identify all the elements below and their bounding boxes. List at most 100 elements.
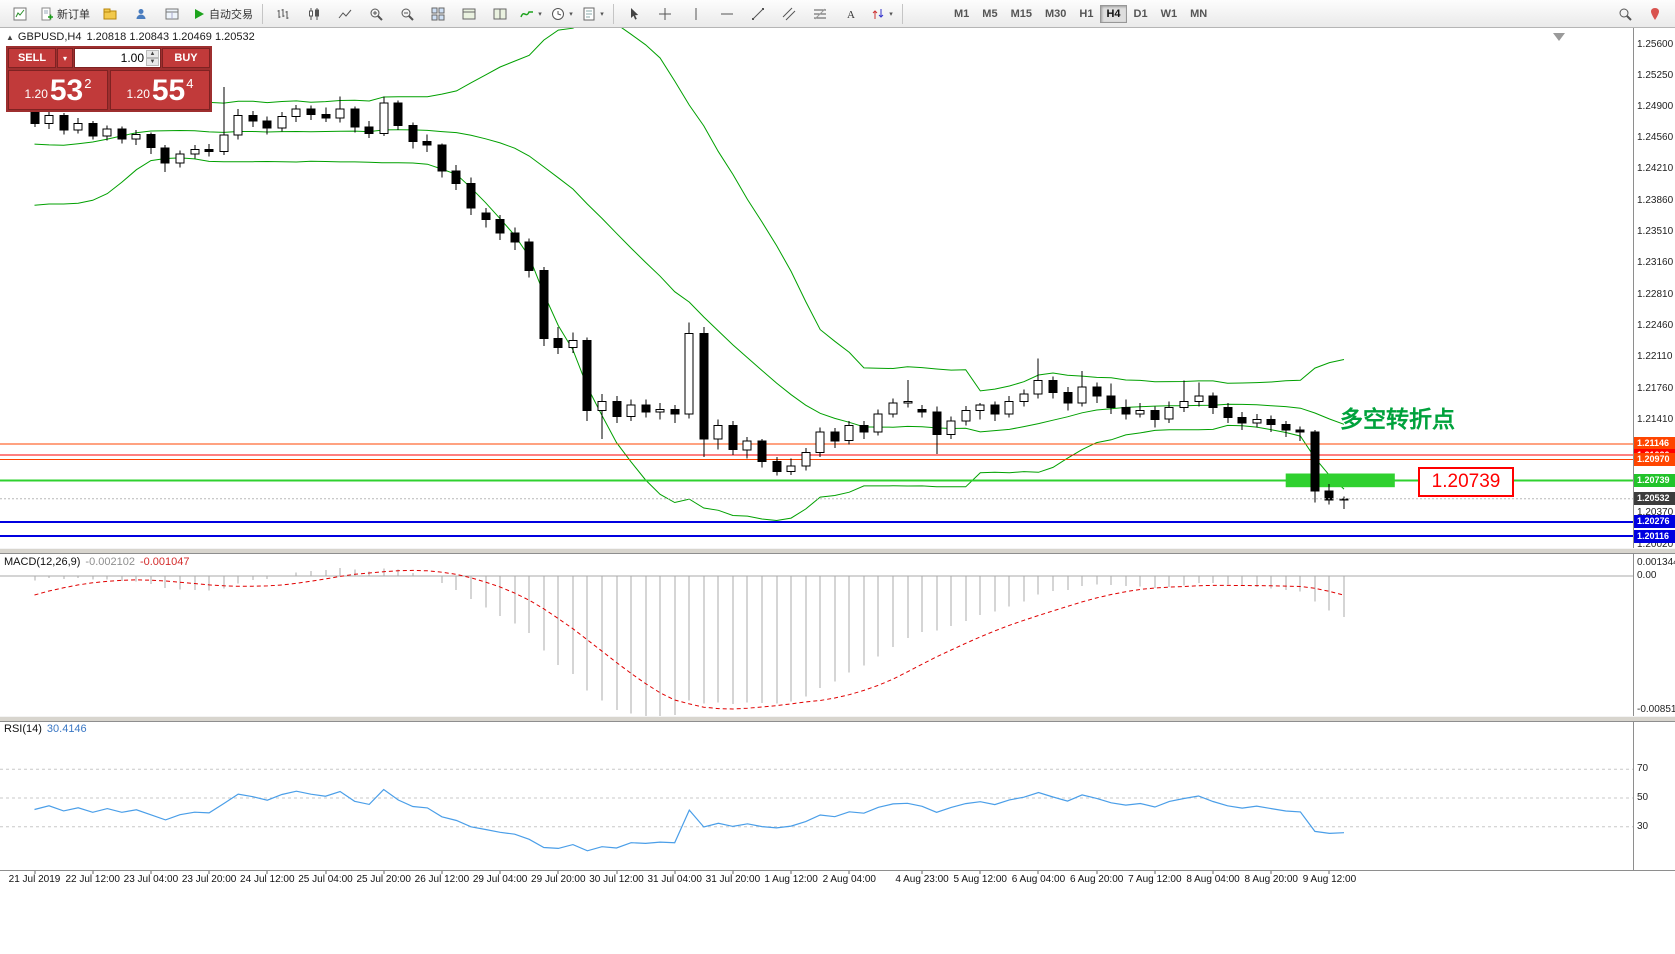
toolbar-separator: [262, 3, 263, 24]
editor-icon: [103, 7, 117, 21]
auto-scroll-button[interactable]: [454, 2, 484, 26]
zoom-in-icon: [369, 7, 383, 21]
line-chart-button[interactable]: [330, 2, 360, 26]
trendline-button[interactable]: [743, 2, 773, 26]
rsi-panel-separator[interactable]: [0, 716, 1675, 722]
chart-ohlc-values: 1.20818 1.20843 1.20469 1.20532: [86, 31, 255, 43]
highlight-rectangle[interactable]: [1285, 473, 1395, 488]
sell-button[interactable]: SELL: [8, 48, 56, 68]
vertical-line-button[interactable]: [681, 2, 711, 26]
price-axis-label: 1.22810: [1637, 288, 1674, 300]
buy-price-button[interactable]: 1.20 55 4: [110, 70, 210, 110]
line-icon: [338, 7, 352, 21]
price-callout-box[interactable]: 1.20739: [1418, 467, 1514, 497]
time-axis-label: 29 Jul 04:00: [472, 874, 528, 885]
price-tag: 1.20739: [1634, 473, 1675, 487]
cursor-button[interactable]: [619, 2, 649, 26]
indicators-caret-icon: ▾: [538, 10, 542, 18]
timeframe-m1-button[interactable]: M1: [954, 7, 970, 20]
templates-button[interactable]: ▾: [578, 2, 608, 26]
tile-windows-button[interactable]: [423, 2, 453, 26]
turning-point-annotation[interactable]: 多空转折点: [1340, 406, 1455, 432]
volume-decrease-button[interactable]: ▼: [146, 58, 159, 66]
price-axis-label: 1.23160: [1637, 257, 1674, 269]
macd-panel-separator[interactable]: [0, 548, 1675, 554]
equidistant-channel-button[interactable]: [774, 2, 804, 26]
buy-button[interactable]: BUY: [162, 48, 210, 68]
toolbar-separator: [902, 3, 903, 24]
price-axis-label: 1.21760: [1637, 382, 1674, 394]
price-axis-label: 1.24560: [1637, 131, 1674, 143]
indicators-button[interactable]: ▾: [516, 2, 546, 26]
timeframe-m15-button[interactable]: M15: [1010, 7, 1032, 20]
timeframe-d1-button[interactable]: D1: [1133, 7, 1148, 20]
rsi-scale-label: 30: [1637, 820, 1649, 832]
zoom-in-button[interactable]: [361, 2, 391, 26]
rsi-value: 30.4146: [46, 723, 87, 735]
search-button[interactable]: [1610, 2, 1640, 26]
sell-price-big: 53: [49, 74, 84, 107]
timeframe-h1-button[interactable]: H1: [1079, 7, 1094, 20]
timeframe-m30-button[interactable]: M30: [1044, 7, 1067, 20]
volume-increase-button[interactable]: ▲: [146, 50, 159, 58]
toolbar-separator: [613, 3, 614, 24]
new-order-button[interactable]: 新订单: [36, 2, 94, 26]
price-axis-label: 1.22460: [1637, 320, 1674, 332]
chart-shift-button[interactable]: [485, 2, 515, 26]
text-button[interactable]: A: [836, 2, 866, 26]
timeframe-mn-button[interactable]: MN: [1190, 7, 1208, 20]
tline-icon: [751, 7, 765, 21]
new-chart-button[interactable]: [5, 2, 35, 26]
toolbar-right-group: [1610, 2, 1670, 26]
crosshair-button[interactable]: [650, 2, 680, 26]
vline-icon: [689, 7, 703, 21]
macd-histogram: [34, 568, 1345, 716]
new-order-label: 新订单: [57, 8, 90, 21]
time-axis-label: 2 Aug 04:00: [822, 874, 876, 885]
chart-symbol-period: GBPUSD,H4: [17, 31, 82, 43]
arrows-caret-icon: ▾: [889, 10, 893, 18]
price-axis-label: 1.20370: [1637, 507, 1674, 519]
macd-scale-label: 0.00: [1637, 570, 1657, 581]
volume-input[interactable]: [75, 49, 160, 67]
order-type-dropdown[interactable]: ▾: [57, 48, 73, 68]
metaeditor-button[interactable]: [95, 2, 125, 26]
fibonacci-retracement-button[interactable]: [805, 2, 835, 26]
chart-shift-marker-icon[interactable]: [1553, 33, 1565, 41]
horizontal-line-objects[interactable]: [0, 443, 1633, 538]
bar-chart-button[interactable]: [268, 2, 298, 26]
price-axis-label: 1.21410: [1637, 414, 1674, 426]
magnifier-icon: [1618, 7, 1632, 21]
timeframe-m5-button[interactable]: M5: [982, 7, 998, 20]
svg-text:A: A: [847, 9, 855, 21]
price-tag: 1.20532: [1634, 492, 1675, 506]
time-axis-label: 8 Aug 04:00: [1186, 874, 1240, 885]
price-axis-label: 1.23860: [1637, 194, 1674, 206]
autotrading-button[interactable]: 自动交易: [188, 2, 257, 26]
timeframe-w1-button[interactable]: W1: [1160, 7, 1178, 20]
terminal-icon: [165, 7, 179, 21]
zoom-out-button[interactable]: [392, 2, 422, 26]
time-axis-label: 6 Aug 04:00: [1011, 874, 1066, 885]
quick-navigation-button[interactable]: [1640, 2, 1670, 26]
rsi-line: [34, 788, 1345, 852]
data-window-button[interactable]: [157, 2, 187, 26]
bars-icon: [276, 7, 290, 21]
candlestick-chart-button[interactable]: [299, 2, 329, 26]
volume-field: ▲ ▼: [74, 48, 161, 68]
time-axis-label: 26 Jul 12:00: [414, 874, 470, 885]
templates-caret-icon: ▾: [600, 10, 604, 18]
arrows-button[interactable]: ▾: [867, 2, 897, 26]
time-axis-label: 31 Jul 04:00: [647, 874, 702, 885]
template-icon: [582, 7, 596, 21]
sell-price-button[interactable]: 1.20 53 2: [8, 70, 108, 110]
horizontal-line-button[interactable]: [712, 2, 742, 26]
chart-info-line: ▲ GBPUSD,H4 1.20818 1.20843 1.20469 1.2053…: [6, 31, 260, 43]
panel-collapse-icon[interactable]: ▲: [6, 33, 14, 42]
timeframe-h4-button[interactable]: H4: [1100, 4, 1127, 23]
time-axis-label: 29 Jul 20:00: [531, 874, 586, 885]
price-axis-border: [1633, 28, 1634, 870]
periods-button[interactable]: ▾: [547, 2, 577, 26]
market-watch-button[interactable]: [126, 2, 156, 26]
